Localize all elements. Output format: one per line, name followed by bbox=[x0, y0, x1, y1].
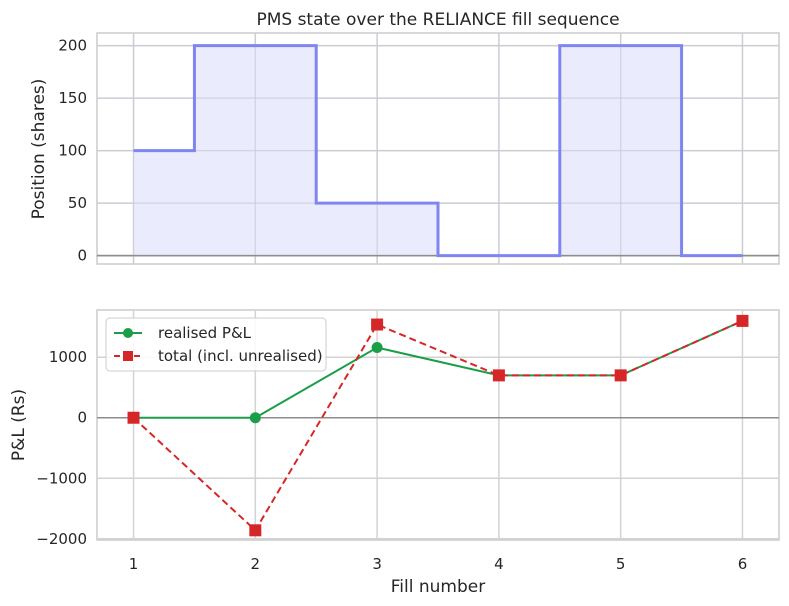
realised-pnl-line bbox=[133, 319, 743, 419]
position-step-line bbox=[133, 44, 743, 258]
bottom-y-axis-label: P&L (Rs) bbox=[9, 389, 29, 461]
top-chart-title: PMS state over the RELIANCE fill sequenc… bbox=[256, 10, 619, 30]
top-y-tick-50: 50 bbox=[68, 194, 87, 212]
bottom-x-tick-3: 3 bbox=[372, 555, 382, 573]
top-panel: 0 50 100 150 200 PMS state over the RELIANCE… bbox=[29, 10, 780, 265]
top-y-tick-200: 200 bbox=[58, 37, 87, 55]
total-pnl-point-1 bbox=[127, 411, 140, 424]
legend-total-label: total (incl. unrealised) bbox=[158, 347, 323, 365]
bottom-y-tick-1000: 1000 bbox=[49, 348, 87, 366]
total-pnl-point-6 bbox=[736, 314, 749, 327]
legend-total-marker bbox=[123, 351, 133, 361]
bottom-x-tick-labels: 1 2 3 4 5 6 bbox=[129, 555, 747, 573]
bottom-y-tick-labels: −2000 −1000 0 1000 bbox=[36, 348, 87, 548]
top-y-tick-150: 150 bbox=[58, 89, 87, 107]
bottom-x-tick-1: 1 bbox=[129, 555, 139, 573]
top-y-axis-label: Position (shares) bbox=[29, 79, 49, 220]
legend: realised P&L total (incl. unrealised) bbox=[105, 317, 327, 372]
bottom-pnl-series bbox=[127, 314, 749, 537]
bottom-y-tick--1000: −1000 bbox=[36, 469, 87, 487]
bottom-x-axis-label: Fill number bbox=[391, 577, 485, 597]
legend-realised-label: realised P&L bbox=[158, 324, 252, 342]
legend-realised-marker bbox=[123, 328, 133, 338]
bottom-y-tick--2000: −2000 bbox=[36, 530, 87, 548]
bottom-x-tick-6: 6 bbox=[738, 555, 748, 573]
top-position-series bbox=[97, 33, 779, 264]
total-pnl-point-3 bbox=[371, 318, 384, 331]
total-pnl-point-2 bbox=[249, 524, 262, 537]
bottom-x-tick-2: 2 bbox=[251, 555, 261, 573]
total-pnl-point-5 bbox=[614, 369, 627, 382]
bottom-x-tick-4: 4 bbox=[494, 555, 504, 573]
top-y-tick-labels: 0 50 100 150 200 bbox=[58, 37, 87, 265]
top-y-tick-0: 0 bbox=[77, 247, 87, 265]
legend-box bbox=[105, 317, 327, 372]
top-y-tick-100: 100 bbox=[58, 142, 87, 160]
bottom-x-tick-5: 5 bbox=[616, 555, 626, 573]
total-pnl-point-4 bbox=[492, 369, 505, 382]
realised-pnl-point-2 bbox=[249, 412, 261, 424]
total-pnl-line bbox=[132, 319, 743, 532]
realised-pnl-point-3 bbox=[371, 342, 383, 354]
bottom-panel: −2000 −1000 0 1000 1 2 3 4 5 6 Fill number P&L (… bbox=[9, 309, 780, 597]
bottom-y-tick-0: 0 bbox=[77, 409, 87, 427]
